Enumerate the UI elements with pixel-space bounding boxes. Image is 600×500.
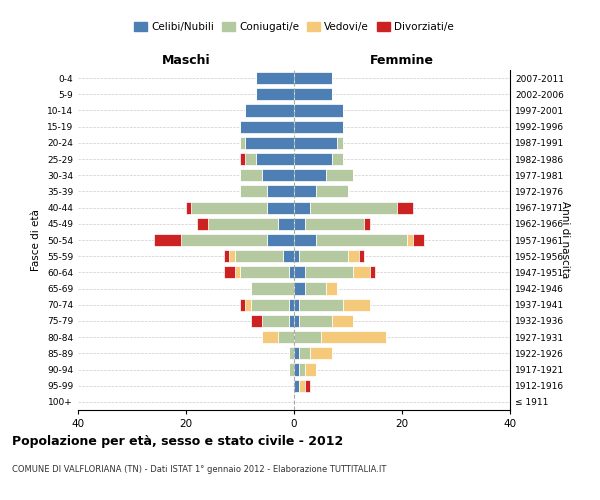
Bar: [240, 266, 289, 278]
Text: Femmine: Femmine: [370, 54, 434, 67]
Bar: [337, 137, 343, 149]
Bar: [278, 218, 294, 230]
Bar: [332, 315, 353, 327]
Bar: [370, 266, 375, 278]
Bar: [359, 250, 364, 262]
Bar: [245, 104, 294, 117]
Bar: [407, 234, 413, 246]
Bar: [305, 218, 364, 230]
Bar: [294, 202, 310, 213]
Bar: [326, 169, 353, 181]
Bar: [235, 250, 283, 262]
Bar: [289, 315, 294, 327]
Bar: [256, 153, 294, 165]
Bar: [299, 298, 343, 311]
Bar: [397, 202, 413, 213]
Bar: [294, 266, 305, 278]
Text: Popolazione per età, sesso e stato civile - 2012: Popolazione per età, sesso e stato civil…: [12, 435, 343, 448]
Bar: [294, 282, 305, 294]
Bar: [224, 266, 235, 278]
Bar: [294, 72, 332, 84]
Bar: [289, 266, 294, 278]
Bar: [267, 186, 294, 198]
Bar: [316, 186, 348, 198]
Bar: [294, 348, 299, 360]
Bar: [240, 298, 245, 311]
Bar: [240, 137, 245, 149]
Bar: [294, 250, 299, 262]
Bar: [299, 250, 348, 262]
Bar: [316, 234, 407, 246]
Text: COMUNE DI VALFLORIANA (TN) - Dati ISTAT 1° gennaio 2012 - Elaborazione TUTTITALI: COMUNE DI VALFLORIANA (TN) - Dati ISTAT …: [12, 465, 386, 474]
Bar: [267, 202, 294, 213]
Bar: [299, 315, 332, 327]
Bar: [305, 364, 316, 376]
Bar: [256, 88, 294, 101]
Bar: [299, 348, 310, 360]
Bar: [294, 298, 299, 311]
Bar: [294, 234, 316, 246]
Bar: [245, 137, 294, 149]
Bar: [294, 169, 326, 181]
Bar: [326, 282, 337, 294]
Bar: [154, 234, 181, 246]
Bar: [294, 120, 343, 132]
Bar: [240, 153, 245, 165]
Bar: [278, 331, 294, 343]
Bar: [283, 250, 294, 262]
Bar: [267, 234, 294, 246]
Bar: [251, 282, 294, 294]
Bar: [294, 315, 299, 327]
Bar: [343, 298, 370, 311]
Y-axis label: Fasce di età: Fasce di età: [31, 209, 41, 271]
Bar: [310, 348, 332, 360]
Bar: [240, 169, 262, 181]
Bar: [294, 104, 343, 117]
Bar: [332, 153, 343, 165]
Bar: [294, 153, 332, 165]
Bar: [299, 380, 305, 392]
Bar: [353, 266, 370, 278]
Bar: [289, 298, 294, 311]
Bar: [251, 298, 289, 311]
Bar: [208, 218, 278, 230]
Bar: [294, 331, 321, 343]
Bar: [299, 364, 305, 376]
Bar: [294, 88, 332, 101]
Bar: [294, 218, 305, 230]
Bar: [321, 331, 386, 343]
Bar: [240, 120, 294, 132]
Y-axis label: Anni di nascita: Anni di nascita: [560, 202, 569, 278]
Bar: [191, 202, 267, 213]
Bar: [294, 186, 316, 198]
Bar: [262, 315, 289, 327]
Legend: Celibi/Nubili, Coniugati/e, Vedovi/e, Divorziati/e: Celibi/Nubili, Coniugati/e, Vedovi/e, Di…: [130, 18, 458, 36]
Bar: [289, 364, 294, 376]
Bar: [256, 72, 294, 84]
Bar: [262, 169, 294, 181]
Bar: [289, 348, 294, 360]
Bar: [310, 202, 397, 213]
Bar: [229, 250, 235, 262]
Bar: [186, 202, 191, 213]
Bar: [348, 250, 359, 262]
Bar: [245, 298, 251, 311]
Bar: [245, 153, 256, 165]
Bar: [305, 282, 326, 294]
Bar: [413, 234, 424, 246]
Text: Maschi: Maschi: [161, 54, 211, 67]
Bar: [305, 266, 353, 278]
Bar: [294, 380, 299, 392]
Bar: [262, 331, 278, 343]
Bar: [305, 380, 310, 392]
Bar: [197, 218, 208, 230]
Bar: [251, 315, 262, 327]
Bar: [294, 137, 337, 149]
Bar: [181, 234, 267, 246]
Bar: [235, 266, 240, 278]
Bar: [224, 250, 229, 262]
Bar: [294, 364, 299, 376]
Bar: [364, 218, 370, 230]
Bar: [240, 186, 267, 198]
